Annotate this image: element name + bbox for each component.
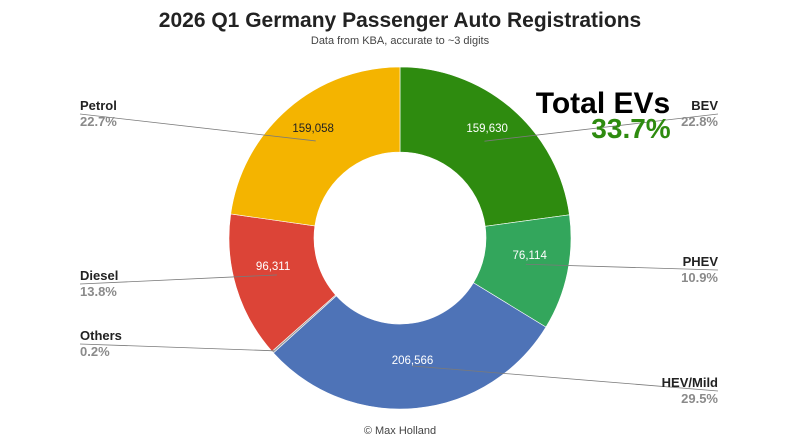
leader-line-petrol	[79, 113, 316, 142]
leader-line-hev	[412, 365, 719, 392]
chart-title: 2026 Q1 Germany Passenger Auto Registrat…	[159, 9, 641, 32]
category-label-phev: PHEV	[683, 254, 719, 269]
slice-hev	[272, 282, 547, 410]
leader-line-others	[79, 343, 275, 352]
value-label-hev: 206,566	[392, 355, 434, 367]
percent-label-phev: 10.9%	[681, 270, 718, 285]
percent-label-diesel: 13.8%	[80, 284, 117, 299]
value-label-bev: 159,630	[466, 123, 508, 135]
total-evs-value: 33.7%	[591, 113, 670, 144]
value-label-phev: 76,114	[513, 250, 548, 262]
donut-slices	[228, 66, 572, 410]
leader-line-diesel	[79, 274, 277, 285]
category-label-hev: HEV/Mild	[662, 375, 718, 390]
percent-label-petrol: 22.7%	[80, 114, 117, 129]
slice-bev	[399, 66, 570, 227]
category-label-diesel: Diesel	[80, 268, 118, 283]
total-evs-label: Total EVs	[536, 87, 670, 120]
category-label-petrol: Petrol	[80, 98, 117, 113]
value-label-diesel: 96,311	[256, 261, 290, 273]
leader-line-phev	[525, 263, 719, 271]
category-label-others: Others	[80, 328, 122, 343]
chart-credit: © Max Holland	[364, 425, 436, 437]
category-label-bev: BEV	[691, 98, 718, 113]
percent-label-hev: 29.5%	[681, 391, 718, 406]
chart-subtitle: Data from KBA, accurate to ~3 digits	[311, 35, 490, 47]
leader-line-bev	[484, 113, 719, 142]
percent-label-bev: 22.8%	[681, 114, 718, 129]
percent-label-others: 0.2%	[80, 344, 110, 359]
value-label-petrol: 159,058	[292, 123, 334, 135]
slice-petrol	[230, 66, 401, 227]
